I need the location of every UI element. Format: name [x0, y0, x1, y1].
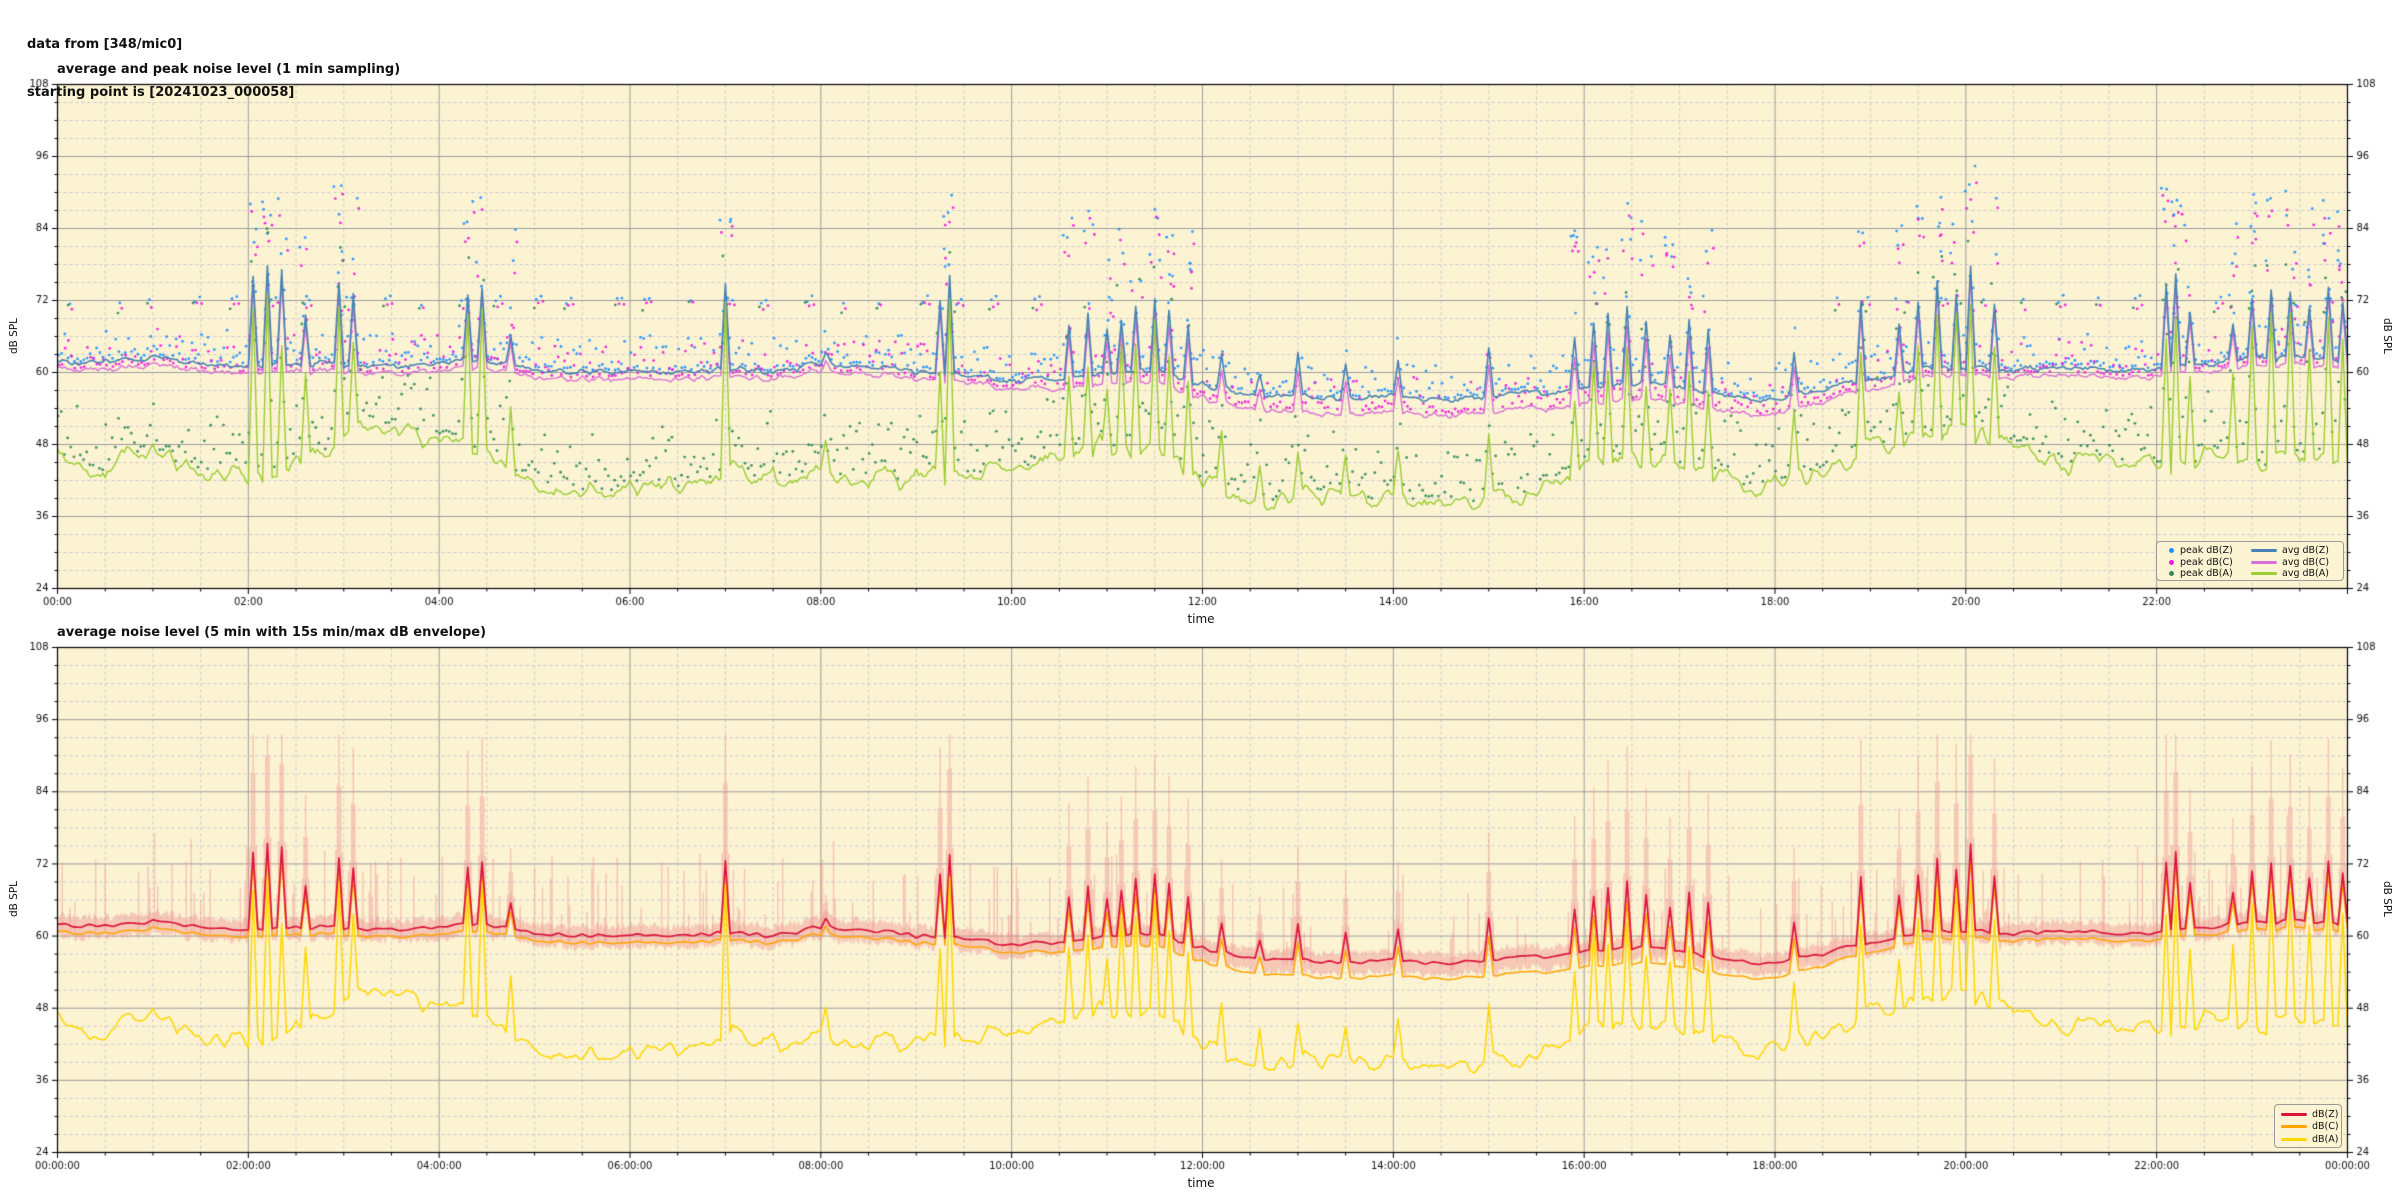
avg-dbz-line-icon	[2251, 549, 2277, 553]
top-chart-ylabel-left: dB SPL	[8, 317, 20, 355]
legend-entry-avg-dbz: avg dB(Z)	[2251, 545, 2339, 557]
dbz-line-icon	[2281, 1112, 2307, 1116]
legend-label-peak-dbc: peak dB(C)	[2180, 556, 2233, 568]
legend-label-dbc: dB(C)	[2312, 1121, 2339, 1133]
bottom-chart-xlabel: time	[1187, 1176, 1215, 1190]
header-line-1: data from [348/mic0]	[27, 37, 183, 52]
top-chart-title: average and peak noise level (1 min samp…	[57, 62, 401, 77]
legend-entry-dbz: dB(Z)	[2281, 1108, 2339, 1121]
avg-dbc-line-icon	[2251, 560, 2277, 564]
peak-dbc-marker-icon	[2169, 559, 2174, 565]
peak-dbz-marker-icon	[2169, 548, 2174, 554]
legend-label-dbz: dB(Z)	[2312, 1108, 2339, 1120]
legend-entry-peak-dba: peak dB(A)	[2165, 568, 2251, 580]
header-line-2: starting point is [20241023_000058]	[27, 85, 295, 100]
avg-dba-line-icon	[2251, 572, 2277, 576]
legend-entry-dba: dB(A)	[2281, 1133, 2339, 1146]
legend-entry-dbc: dB(C)	[2281, 1121, 2339, 1134]
bottom-chart-ylabel-left: dB SPL	[8, 880, 20, 918]
legend-label-peak-dba: peak dB(A)	[2180, 568, 2233, 580]
legend-label-dba: dB(A)	[2312, 1133, 2339, 1145]
dbc-line-icon	[2281, 1125, 2307, 1129]
figure-header: data from [348/mic0] starting point is […	[27, 5, 294, 117]
bottom-chart-legend: dB(Z) dB(C) dB(A)	[2274, 1104, 2342, 1148]
legend-label-avg-dba: avg dB(A)	[2282, 568, 2329, 580]
legend-entry-avg-dbc: avg dB(C)	[2251, 557, 2339, 569]
bottom-chart-title: average noise level (5 min with 15s min/…	[57, 625, 487, 640]
bottom-chart-ylabel-right: dB SPL	[2381, 880, 2393, 918]
legend-entry-avg-dba: avg dB(A)	[2251, 568, 2339, 580]
legend-entry-peak-dbc: peak dB(C)	[2165, 557, 2251, 569]
legend-label-avg-dbc: avg dB(C)	[2282, 556, 2330, 568]
top-chart-ylabel-right: dB SPL	[2381, 317, 2393, 355]
top-chart-xlabel: time	[1187, 612, 1215, 626]
peak-dba-marker-icon	[2169, 571, 2174, 577]
legend-label-peak-dbz: peak dB(Z)	[2180, 545, 2233, 557]
legend-entry-peak-dbz: peak dB(Z)	[2165, 545, 2251, 557]
dba-line-icon	[2281, 1137, 2307, 1141]
top-chart-legend: peak dB(Z) peak dB(C) peak dB(A) avg dB(…	[2156, 541, 2344, 581]
legend-label-avg-dbz: avg dB(Z)	[2282, 545, 2329, 557]
